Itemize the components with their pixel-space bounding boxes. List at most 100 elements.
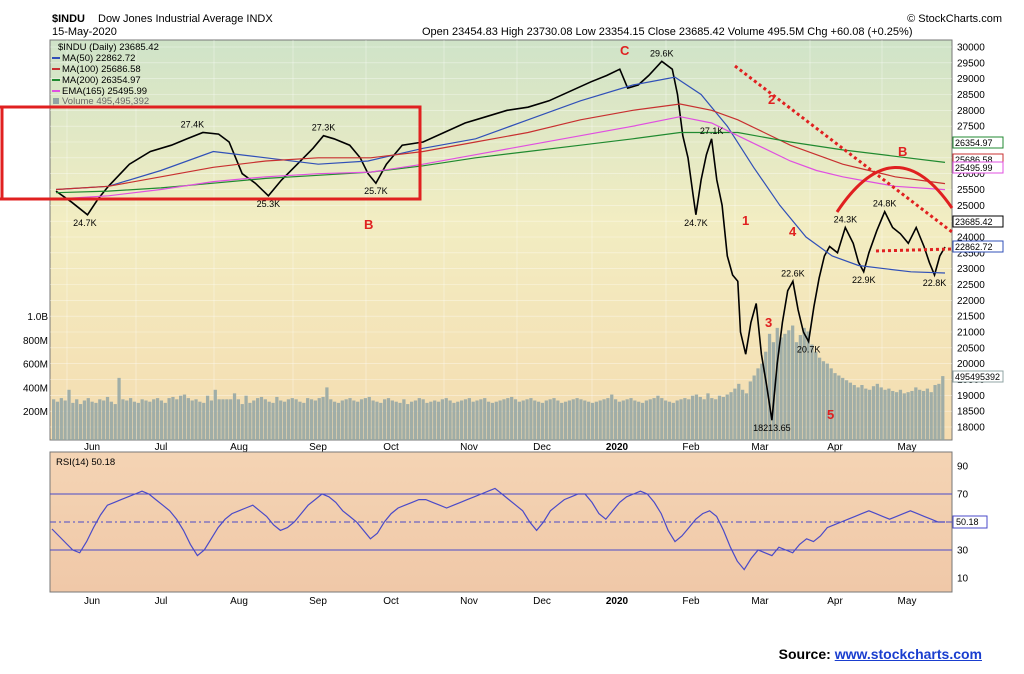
volume-bar — [579, 399, 583, 440]
axis-badge — [952, 161, 1004, 174]
volume-bar — [536, 401, 541, 440]
chart-date: 15-May-2020 — [52, 26, 117, 38]
volume-bar — [402, 399, 406, 440]
volume-tick-label: 400M — [23, 383, 48, 394]
volume-bar — [794, 342, 799, 440]
price-tick-label: 24000 — [957, 233, 985, 244]
volume-bar — [914, 387, 918, 440]
volume-bar — [613, 399, 618, 440]
legend-ma100: MA(100) 25686.58 — [62, 64, 141, 75]
price-labels: 24.7K 27.4K 25.3K 27.3K 25.7K 29.6K 27.1K 24.7K… — [73, 48, 946, 433]
volume-bar — [148, 401, 152, 440]
chart-legend: $INDU (Daily) 23685.42 MA(50) 22862.72 M… — [52, 42, 159, 107]
source-link[interactable]: www.stockcharts.com — [834, 646, 982, 662]
volume-bar — [906, 392, 910, 440]
axis-badge-text: 25686.58 — [955, 155, 993, 165]
volume-bar — [617, 401, 622, 440]
volume-bar — [660, 398, 664, 440]
volume-bar — [752, 375, 756, 440]
volume-bar — [128, 398, 133, 440]
volume-bar — [86, 398, 90, 440]
volume-bar — [375, 401, 379, 440]
price-tick-label: 29500 — [957, 58, 985, 69]
price-tick-label: 27500 — [957, 122, 985, 133]
volume-bar — [498, 400, 502, 440]
volume-bar — [182, 394, 187, 440]
volume-bar — [910, 390, 914, 440]
volume-bar — [352, 400, 356, 440]
rsi-tick-label: 10 — [957, 574, 969, 585]
volume-bar — [413, 400, 418, 440]
volume-bar — [259, 396, 264, 440]
volume-bar — [760, 363, 764, 440]
volume-bar — [290, 398, 294, 440]
price-tick-label: 29000 — [957, 74, 985, 85]
volume-bar — [802, 327, 806, 440]
volume-bar — [783, 333, 787, 440]
volume-bar — [321, 396, 325, 440]
volume-bar — [856, 387, 860, 440]
volume-bar — [348, 398, 352, 440]
volume-bar — [887, 388, 891, 440]
ma100-line — [55, 103, 946, 191]
volume-bar — [544, 400, 548, 440]
price-tick-label: 25500 — [957, 185, 985, 196]
volume-bar — [787, 330, 791, 440]
volume-bar — [667, 401, 672, 440]
volume-bar — [567, 400, 572, 440]
x-tick-label: Aug — [230, 442, 248, 453]
volume-bar — [383, 399, 387, 440]
x-tick-label: Apr — [827, 442, 843, 453]
volume-bar — [817, 357, 822, 440]
x-tick-label: 2020 — [606, 596, 629, 607]
volume-bar — [844, 380, 849, 440]
volume-bar — [925, 388, 930, 440]
volume-bar — [687, 399, 691, 440]
axis-badge-text: 25495.99 — [955, 163, 993, 173]
volume-bar — [683, 398, 687, 440]
volume-tick-label: 200M — [23, 407, 48, 418]
volume-bar — [521, 400, 525, 440]
volume-bar — [302, 402, 306, 440]
x-tick-label: Nov — [460, 596, 478, 607]
price-tick-label: 19000 — [957, 391, 985, 402]
price-tick-label: 22000 — [957, 296, 985, 307]
volume-bar — [506, 398, 510, 440]
volume-bar — [460, 400, 464, 440]
volume-bar — [737, 383, 741, 440]
wave-label-4: 4 — [789, 224, 797, 239]
volume-bar — [540, 402, 545, 440]
price-point-label: 25.3K — [257, 199, 281, 209]
volume-bar — [533, 400, 537, 440]
x-tick-label: Feb — [682, 596, 700, 607]
volume-bar — [510, 396, 514, 440]
ma50-line — [55, 76, 946, 274]
rsi-legend: RSI(14) 50.18 — [56, 457, 115, 468]
volume-bar — [702, 399, 706, 440]
price-lines — [55, 60, 946, 421]
volume-bar — [379, 402, 383, 440]
ticker-name: Dow Jones Industrial Average INDX — [98, 13, 273, 25]
volume-bar — [479, 399, 483, 440]
volume-tick-label: 600M — [23, 360, 48, 371]
volume-bar — [282, 401, 287, 440]
volume-bar — [82, 400, 87, 440]
volume-bar — [194, 399, 198, 440]
volume-bar — [140, 399, 144, 440]
volume-bar — [363, 398, 368, 440]
legend-ma200: MA(200) 26354.97 — [62, 75, 141, 86]
price-point-label: 24.8K — [873, 199, 897, 209]
volume-bar — [921, 390, 926, 440]
volume-bar — [463, 399, 468, 440]
volume-bar — [779, 337, 783, 440]
volume-bar — [55, 401, 60, 440]
x-tick-label: Aug — [230, 596, 248, 607]
volume-bar — [679, 399, 683, 440]
volume-bar — [764, 351, 768, 440]
volume-bar — [329, 399, 333, 440]
x-tick-label: Jul — [155, 442, 168, 453]
x-tick-label: Feb — [682, 442, 700, 453]
volume-bar — [232, 393, 237, 440]
volume-bar — [186, 398, 190, 440]
volume-bar — [864, 388, 868, 440]
